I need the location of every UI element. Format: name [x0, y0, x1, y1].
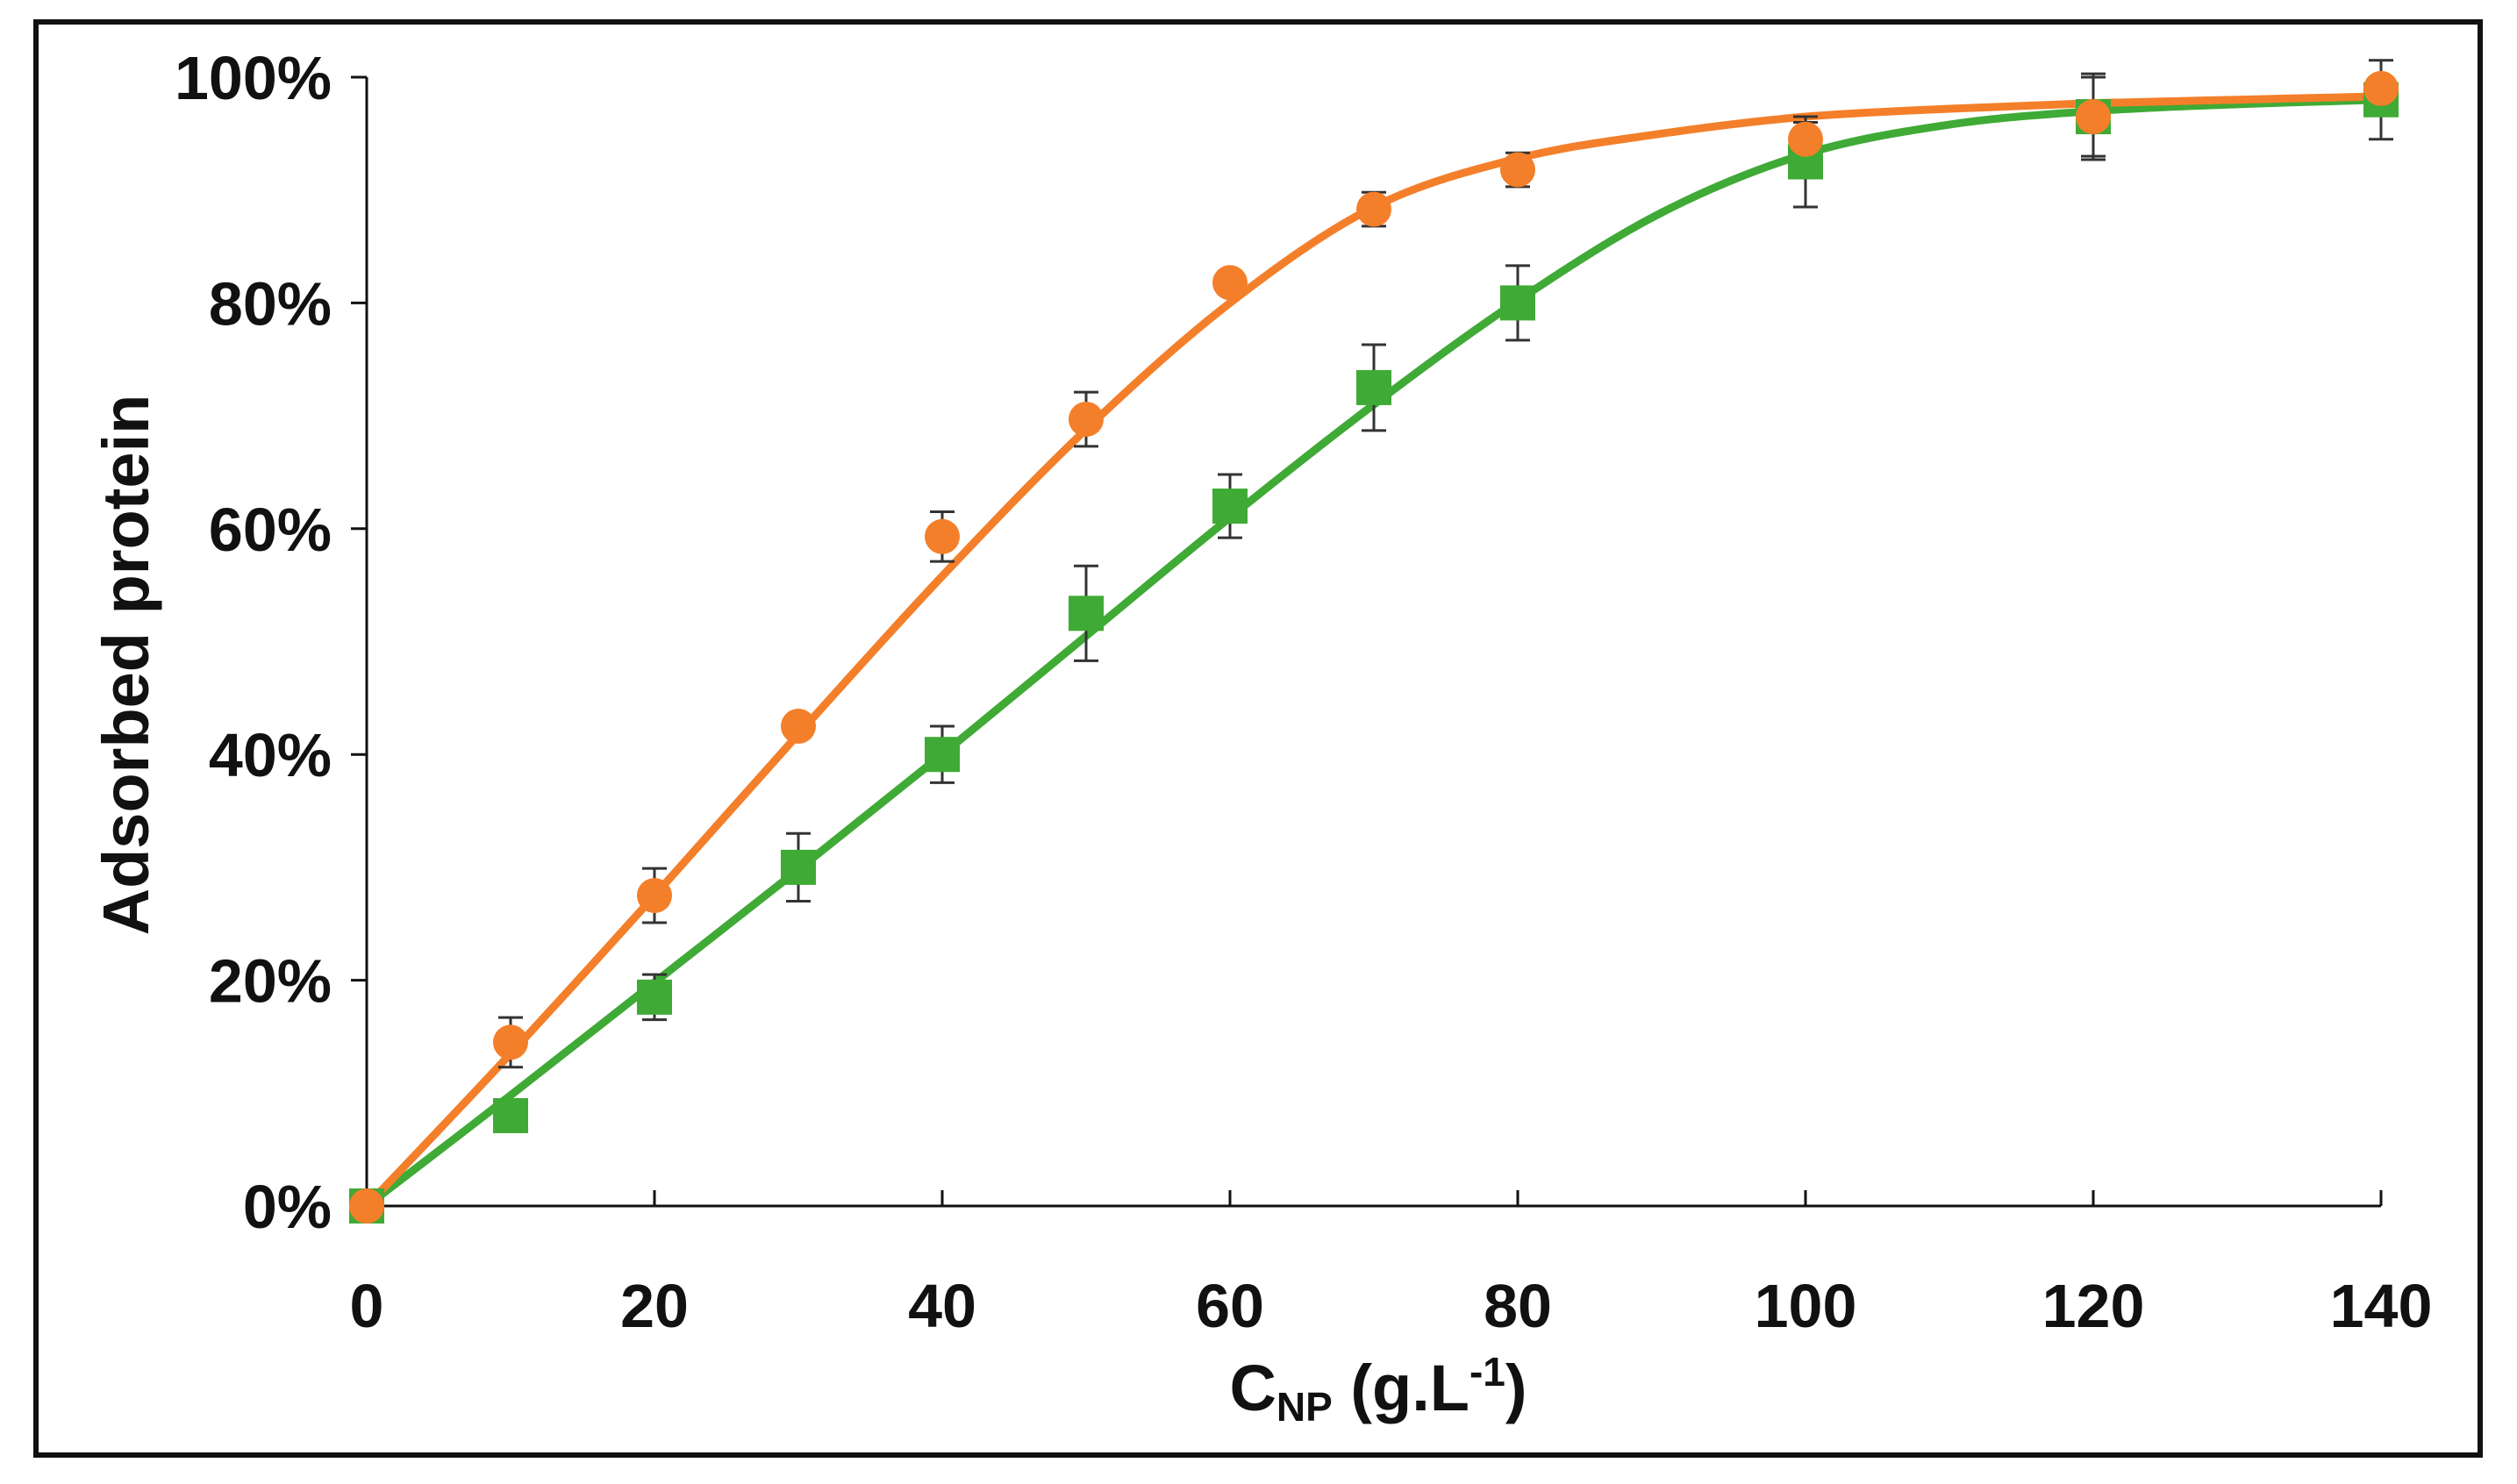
x-axis-title-sub: NP — [1276, 1384, 1333, 1430]
x-axis-title: CNP (g.L-1) — [1229, 1349, 1527, 1430]
x-axis-title-unit: (g.L — [1333, 1352, 1469, 1424]
marker-green-squares-30 — [781, 849, 816, 885]
x-tick-label-80: 80 — [1484, 1272, 1552, 1340]
x-axis-title-main: C — [1229, 1352, 1276, 1424]
fit-curves — [362, 92, 2385, 1210]
marker-orange-circles-0 — [349, 1188, 384, 1224]
error-bars — [498, 59, 2393, 1131]
marker-green-squares-80 — [1500, 285, 1535, 321]
marker-orange-circles-100 — [1788, 121, 1823, 157]
y-tick-label-20: 20% — [209, 947, 332, 1016]
x-axis-title-sup: -1 — [1469, 1349, 1505, 1395]
marker-orange-circles-10 — [493, 1024, 528, 1060]
marker-orange-circles-50 — [1069, 401, 1104, 437]
x-tick-label-60: 60 — [1196, 1272, 1264, 1340]
y-tick-label-100: 100% — [175, 44, 332, 112]
line-chart: 0% 20% 40% 60% 80% 100% 0 20 40 60 80 100 120 140 Ad… — [89, 44, 2433, 1430]
marker-green-squares-40 — [925, 737, 960, 773]
fit-curve-green-squares — [362, 96, 2385, 1210]
marker-green-squares-70 — [1356, 369, 1391, 405]
y-tick-labels: 0% 20% 40% 60% 80% 100% — [175, 44, 332, 1241]
y-axis-title: Adsorbed protein — [89, 395, 162, 936]
marker-green-squares-60 — [1212, 489, 1248, 524]
x-tick-label-140: 140 — [2330, 1272, 2433, 1340]
x-tick-label-20: 20 — [620, 1272, 689, 1340]
x-tick-labels: 0 20 40 60 80 100 120 140 — [350, 1272, 2433, 1340]
x-tick-label-40: 40 — [908, 1272, 976, 1340]
marker-green-squares-20 — [637, 979, 672, 1015]
marker-orange-circles-30 — [781, 709, 816, 745]
y-tick-label-0: 0% — [243, 1173, 332, 1241]
y-tick-label-80: 80% — [209, 269, 332, 338]
y-tick-label-60: 60% — [209, 496, 332, 564]
axes — [351, 75, 2383, 1208]
marker-orange-circles-80 — [1500, 152, 1535, 188]
marker-green-squares-50 — [1069, 596, 1104, 631]
x-axis-title-close: ) — [1505, 1352, 1527, 1424]
marker-orange-circles-40 — [925, 518, 960, 554]
marker-orange-circles-140 — [2363, 70, 2399, 106]
data-markers — [349, 70, 2399, 1224]
chart-frame: 0% 20% 40% 60% 80% 100% 0 20 40 60 80 100 120 140 Ad… — [33, 19, 2483, 1458]
y-tick-label-40: 40% — [209, 721, 332, 789]
marker-orange-circles-70 — [1356, 191, 1391, 227]
marker-orange-circles-120 — [2076, 99, 2111, 135]
marker-orange-circles-20 — [637, 878, 672, 914]
marker-green-squares-10 — [493, 1098, 528, 1134]
fit-curve-orange-circles — [362, 92, 2385, 1210]
x-tick-label-0: 0 — [350, 1272, 384, 1340]
marker-orange-circles-60 — [1212, 265, 1248, 301]
x-tick-label-120: 120 — [2042, 1272, 2145, 1340]
x-tick-label-100: 100 — [1755, 1272, 1857, 1340]
